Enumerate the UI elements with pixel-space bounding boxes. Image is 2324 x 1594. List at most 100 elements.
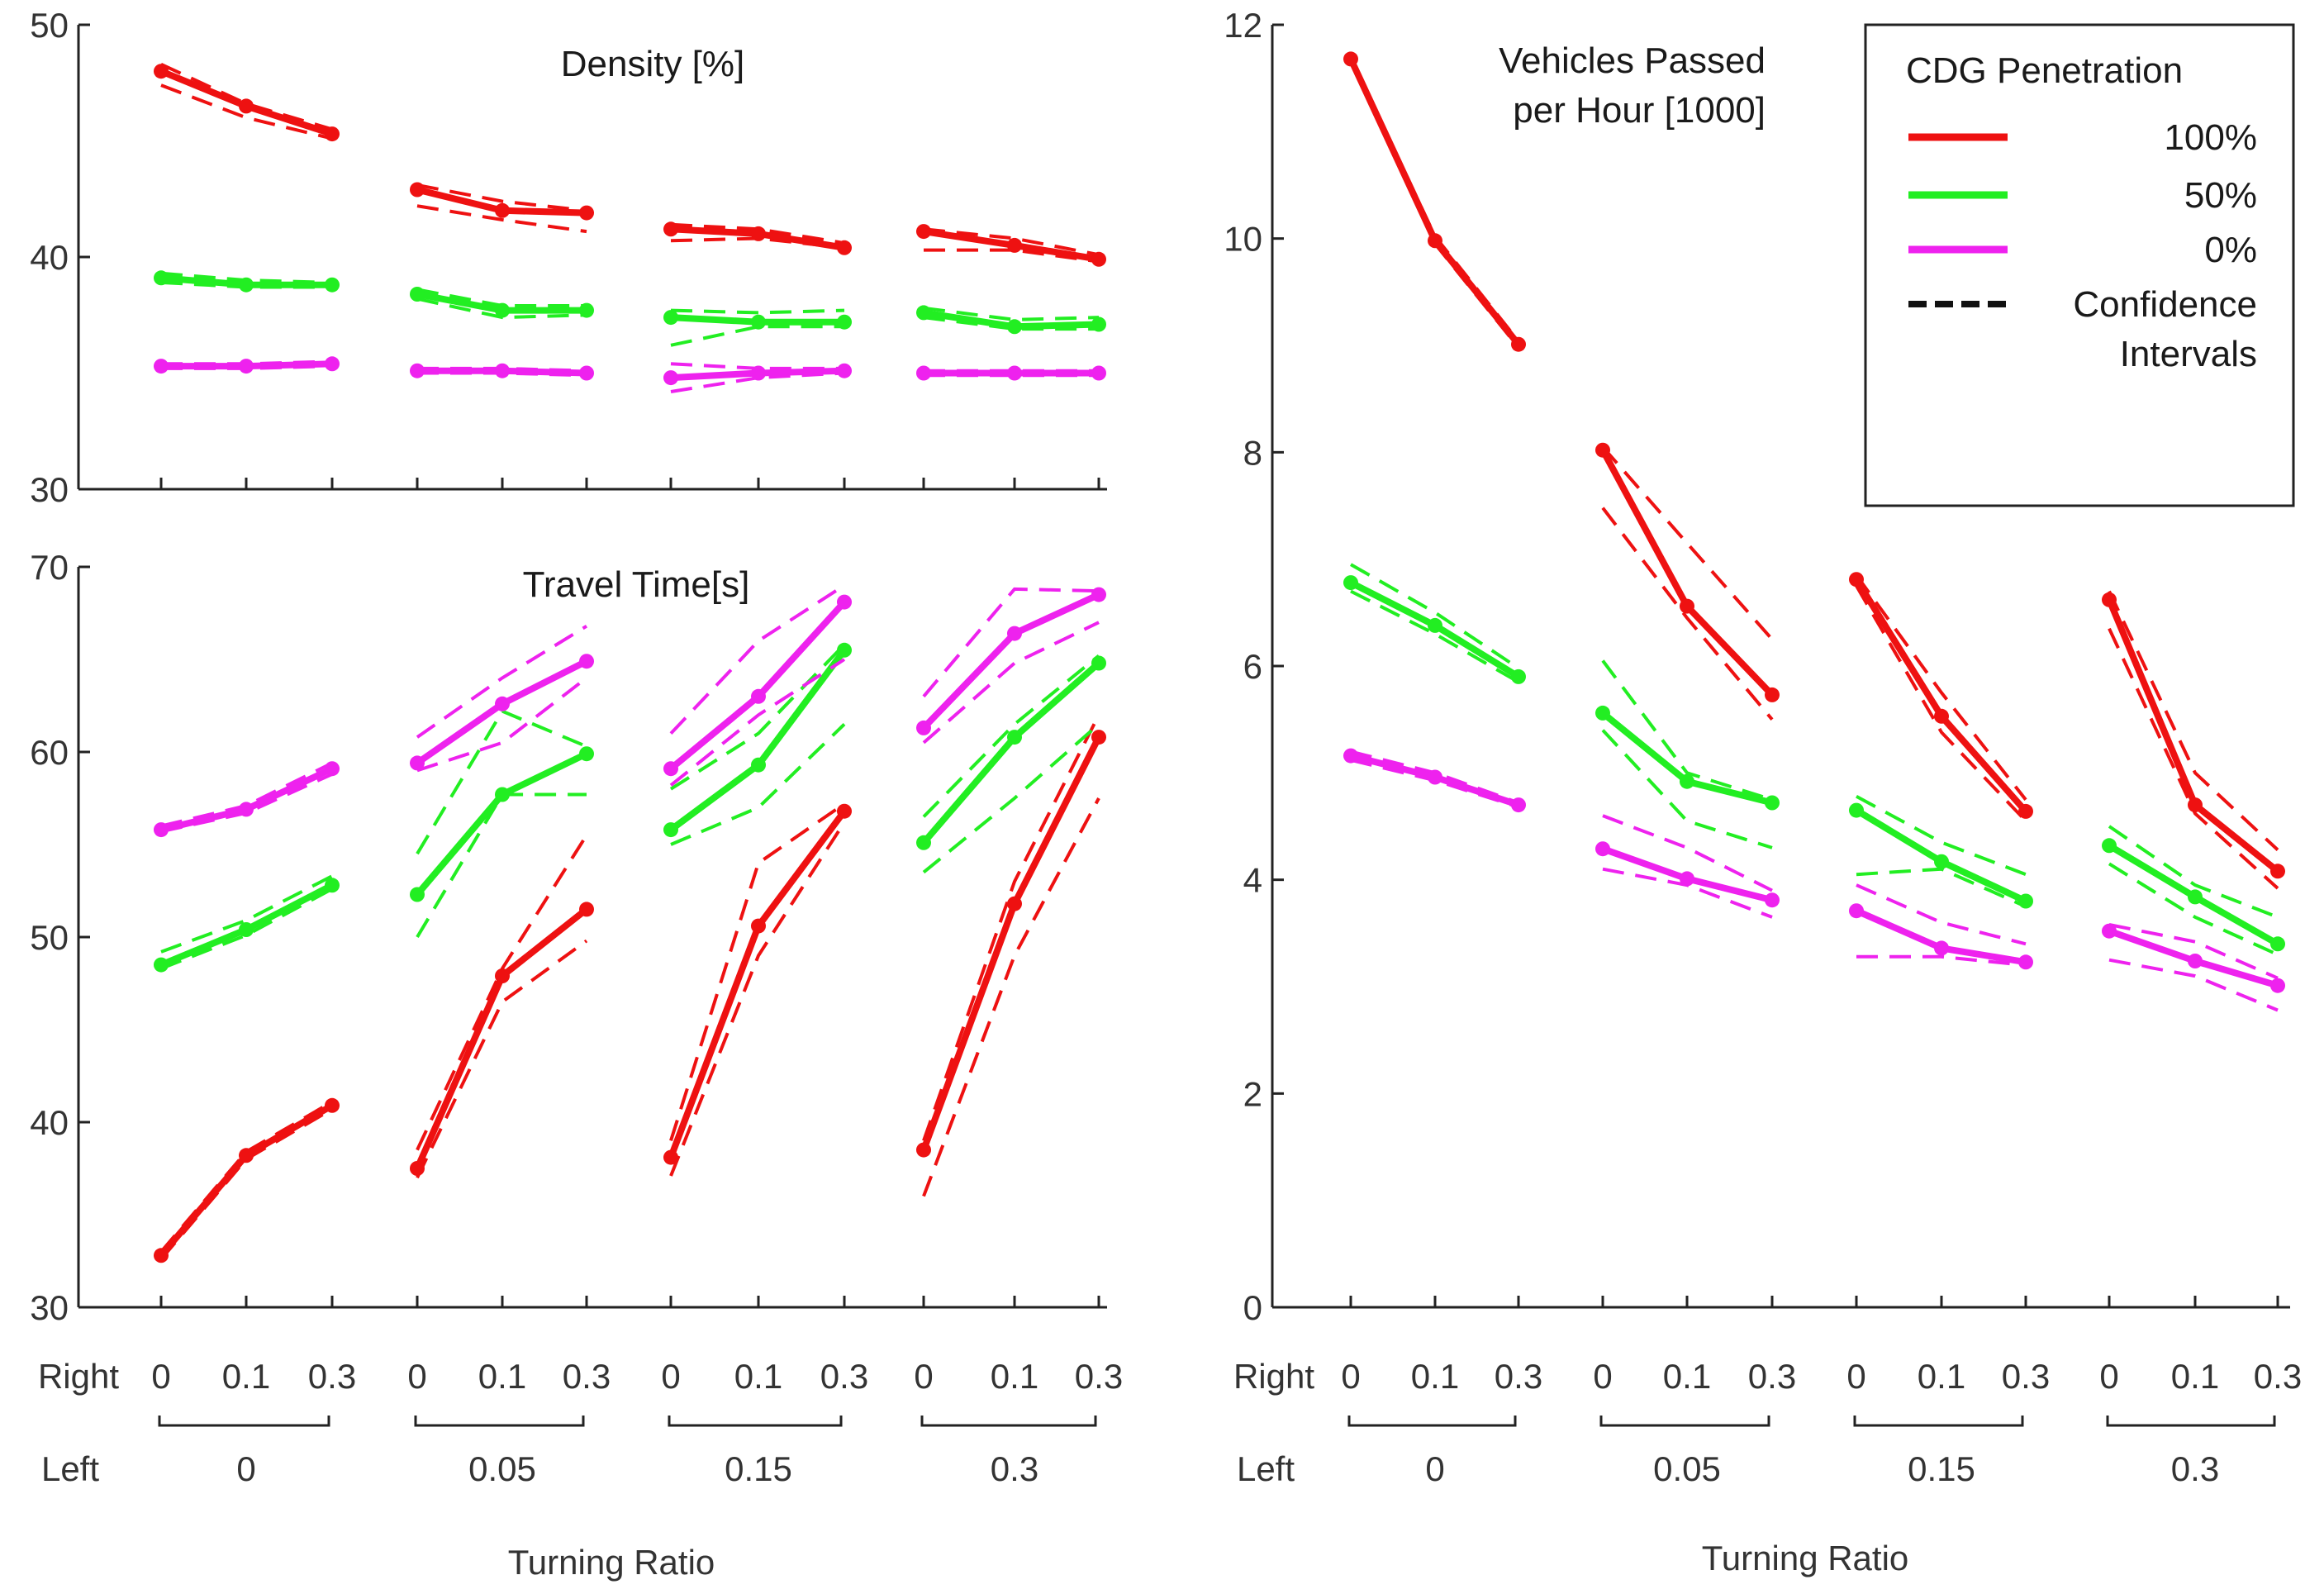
- confidence-interval-line: [923, 316, 1099, 331]
- confidence-interval-line: [1856, 883, 2027, 946]
- data-point: [154, 957, 169, 973]
- data-point: [239, 277, 254, 293]
- data-point: [1680, 871, 1694, 887]
- data-point: [579, 365, 594, 381]
- right-tick-label: 0.1: [1411, 1357, 1459, 1396]
- left-group-label: 0.15: [725, 1449, 792, 1488]
- legend-label: 50%: [2184, 175, 2257, 216]
- right-tick-label: 0: [151, 1357, 170, 1396]
- confidence-interval-line: [922, 587, 1100, 698]
- data-point: [2188, 889, 2203, 905]
- data-point: [916, 224, 931, 240]
- right-tick-label: 0.3: [1075, 1357, 1123, 1396]
- data-point: [239, 98, 254, 114]
- data-point: [495, 363, 510, 378]
- confidence-interval-line: [2108, 627, 2279, 890]
- confidence-interval-line: [1349, 61, 1520, 349]
- data-point: [1007, 237, 1022, 253]
- data-point: [1680, 598, 1694, 614]
- data-point: [495, 696, 510, 711]
- confidence-interval-line: [923, 306, 1100, 321]
- right-tick-label: 0.3: [1748, 1357, 1796, 1396]
- data-point: [916, 1142, 931, 1158]
- series-line: [414, 906, 589, 1170]
- data-point: [1343, 748, 1358, 764]
- data-point: [837, 363, 852, 378]
- data-point: [154, 270, 169, 286]
- travel-time-panel: 30 40 50 60 70 Travel Time[s] Right Left 0 0.1 0.3…: [30, 548, 1123, 1582]
- data-point: [239, 359, 254, 374]
- series-line: [921, 591, 1100, 730]
- confidence-interval-line: [416, 676, 588, 773]
- data-point: [1595, 442, 1610, 458]
- confidence-interval-line: [922, 654, 1100, 818]
- data-point: [1007, 319, 1022, 335]
- confidence-interval-line: [160, 874, 333, 954]
- data-point: [154, 359, 169, 374]
- data-point: [239, 922, 254, 937]
- confidence-interval-line: [1602, 814, 1773, 892]
- data-point: [1091, 251, 1106, 267]
- data-point: [1428, 617, 1442, 633]
- series-line: [2106, 598, 2280, 874]
- data-point: [663, 761, 678, 777]
- data-point: [2102, 592, 2117, 607]
- confidence-interval-line: [416, 709, 587, 855]
- legend-label: 0%: [2204, 230, 2257, 270]
- series-100pct: [154, 62, 1106, 267]
- group-bracket: [1347, 1416, 1517, 1427]
- left-label: Left: [41, 1449, 99, 1488]
- confidence-interval-line: [922, 797, 1100, 1197]
- data-point: [579, 302, 594, 318]
- series-line: [920, 660, 1101, 845]
- data-point: [1595, 705, 1610, 721]
- right-tick-label: 0.1: [734, 1357, 782, 1396]
- data-point: [751, 314, 766, 330]
- chart-title: Vehicles Passed: [1499, 40, 1766, 81]
- data-point: [1765, 687, 1780, 702]
- data-point: [663, 221, 678, 237]
- data-point: [837, 594, 852, 610]
- y-tick-label: 50: [30, 6, 69, 45]
- data-point: [1428, 769, 1442, 785]
- data-point: [579, 654, 594, 669]
- series-line: [1347, 57, 1522, 347]
- left-group-label: 0.05: [468, 1449, 536, 1488]
- group-bracket: [668, 1416, 843, 1427]
- data-point: [410, 755, 425, 771]
- data-point: [495, 202, 510, 218]
- series-50pct: [154, 270, 1106, 347]
- data-point: [1934, 854, 1949, 869]
- data-point: [239, 802, 254, 817]
- data-point: [1007, 896, 1022, 911]
- y-tick-label: 50: [30, 918, 69, 957]
- confidence-interval-line: [1601, 445, 1774, 641]
- chart-title: Travel Time[s]: [523, 564, 750, 605]
- confidence-interval-line: [1601, 659, 1773, 802]
- right-tick-label: 0.1: [1918, 1357, 1965, 1396]
- confidence-interval-line: [1350, 589, 1519, 684]
- y-tick-label: 2: [1243, 1074, 1262, 1113]
- data-point: [1343, 51, 1358, 67]
- series-0pct: [154, 356, 1106, 393]
- data-point: [2270, 936, 2285, 952]
- series-100pct: [154, 714, 1106, 1263]
- confidence-interval-line: [669, 643, 846, 791]
- left-group-label: 0: [1425, 1449, 1444, 1488]
- data-point: [154, 1248, 169, 1263]
- series-0pct: [154, 583, 1106, 838]
- right-tick-label: 0.1: [1663, 1357, 1711, 1396]
- confidence-interval-line: [923, 227, 1100, 257]
- data-point: [1849, 903, 1864, 919]
- vehicles-panel: 0 2 4 6 8 10 12 Vehicles Passed per Hour [1000] R…: [1224, 6, 2302, 1577]
- right-tick-label: 0: [407, 1357, 426, 1396]
- data-point: [1091, 730, 1106, 745]
- data-point: [1091, 365, 1106, 381]
- legend-title: CDG Penetration: [1906, 50, 2183, 91]
- data-point: [410, 287, 425, 302]
- legend-label: Confidence: [2073, 284, 2257, 325]
- y-tick-label: 6: [1243, 647, 1262, 686]
- y-tick-label: 30: [30, 470, 69, 509]
- right-tick-label: 0.1: [478, 1357, 526, 1396]
- data-point: [837, 642, 852, 658]
